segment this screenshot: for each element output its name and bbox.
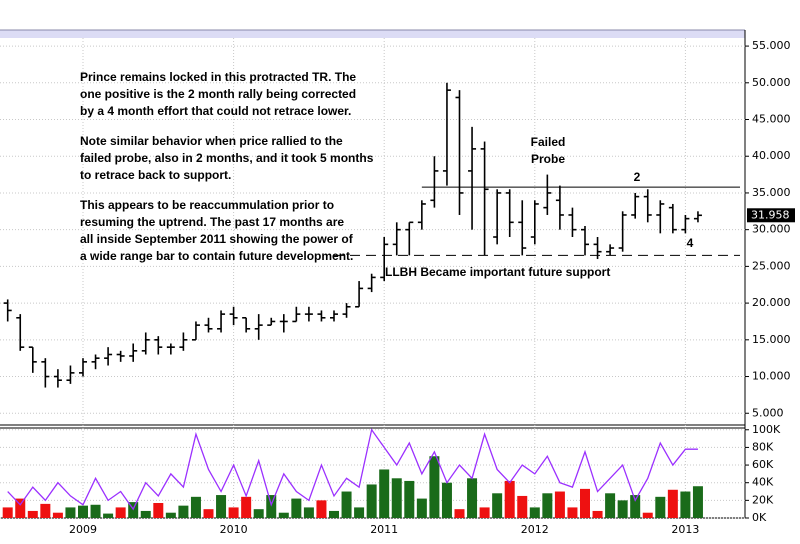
note-text: This appears to be reaccummulation prior…: [80, 198, 334, 212]
volume-bar: [479, 507, 490, 518]
volume-bar: [27, 510, 38, 518]
volume-bar: [228, 507, 239, 518]
y-tick-label: 80K: [752, 440, 774, 453]
volume-bar: [190, 496, 201, 518]
volume-bar: [580, 488, 590, 518]
y-tick-label: 45.000: [752, 113, 791, 126]
volume-bar: [153, 503, 164, 518]
volume-bar: [404, 480, 415, 518]
volume-bar: [291, 498, 302, 518]
volume-bar: [103, 513, 114, 518]
volume-bar: [52, 512, 63, 518]
y-tick-label: 35.000: [752, 186, 791, 199]
y-tick-label: 50.000: [752, 76, 791, 89]
volume-bar: [416, 498, 427, 518]
volume-bar: [90, 504, 101, 518]
y-tick-label: 100K: [752, 423, 781, 436]
volume-bar: [115, 507, 126, 518]
annotation: Probe: [531, 152, 565, 166]
volume-bar: [379, 469, 390, 518]
x-tick-label: 2009: [69, 523, 97, 536]
y-tick-label: 0K: [752, 511, 767, 524]
volume-bar: [454, 509, 465, 518]
volume-bar: [165, 512, 176, 518]
volume-bar: [316, 500, 327, 518]
volume-bar: [253, 509, 264, 518]
y-tick-label: 10.000: [752, 370, 791, 383]
volume-bar: [429, 456, 440, 518]
volume-bar: [617, 500, 628, 518]
y-tick-label: 25.000: [752, 259, 791, 272]
volume-bar: [140, 510, 151, 518]
note-text: Note similar behavior when price rallied…: [80, 134, 343, 148]
x-tick-label: 2010: [220, 523, 248, 536]
volume-bar: [241, 496, 252, 518]
x-tick-label: 2013: [671, 523, 699, 536]
note-text: by a 4 month effort that could not retra…: [80, 104, 351, 118]
last-price-box: [747, 208, 795, 223]
note-text: Prince remains locked in this protracted…: [80, 70, 356, 84]
volume-line: [7, 428, 698, 511]
y-tick-label: 40K: [752, 476, 774, 489]
volume-bar: [2, 507, 13, 518]
volume-bar: [366, 484, 377, 518]
volume-bar: [203, 509, 214, 518]
volume-bar: [391, 478, 402, 518]
volume-bar: [78, 505, 88, 518]
volume-bar: [504, 480, 515, 518]
volume-bar: [517, 495, 528, 518]
y-tick-label: 30.000: [752, 223, 791, 236]
volume-bar: [655, 496, 666, 518]
note-text: all inside September 2011 showing the po…: [80, 232, 354, 246]
volume-bar: [65, 507, 76, 518]
volume-bar: [529, 507, 540, 518]
volume-bar: [605, 493, 616, 518]
volume-bar: [266, 495, 277, 518]
volume-bar: [303, 507, 314, 518]
note-text: failed probe, also in 2 months, and it t…: [80, 151, 374, 165]
volume-bar: [592, 510, 603, 518]
y-tick-label: 20K: [752, 493, 774, 506]
y-tick-label: 55.000: [752, 39, 791, 52]
volume-bar: [667, 489, 678, 518]
annotation: Failed: [531, 135, 566, 149]
annotation: 4: [687, 236, 694, 250]
y-tick-label: 40.000: [752, 149, 791, 162]
note-text: resuming the uptrend. The past 17 months…: [80, 215, 344, 229]
volume-bar: [567, 507, 578, 518]
y-tick-label: 20.000: [752, 296, 791, 309]
volume-bar: [354, 507, 365, 518]
volume-bar: [15, 498, 26, 518]
note-text: to retrace back to support.: [80, 168, 231, 182]
volume-bar: [341, 491, 352, 518]
header-strip: [0, 30, 745, 38]
volume-bar: [630, 495, 641, 518]
annotation: LLBH Became important future support: [385, 265, 610, 279]
y-tick-label: 60K: [752, 458, 774, 471]
annotation: 2: [634, 170, 641, 184]
note-text: a wide range bar to contain future devel…: [80, 249, 353, 263]
volume-bar: [554, 491, 565, 518]
volume-bar: [40, 503, 51, 518]
last-price-label: 31.958: [751, 208, 790, 221]
volume-bar: [642, 512, 653, 518]
x-tick-label: 2011: [370, 523, 398, 536]
volume-bar: [216, 495, 227, 518]
volume-bar: [467, 478, 478, 518]
volume-bar: [441, 482, 452, 518]
volume-bar: [680, 491, 691, 518]
volume-bar: [278, 512, 289, 518]
volume-bar: [329, 510, 339, 518]
volume-bar: [542, 493, 553, 518]
volume-bar: [492, 493, 503, 518]
y-tick-label: 15.000: [752, 333, 791, 346]
x-tick-label: 2012: [521, 523, 549, 536]
volume-bar: [692, 486, 703, 518]
note-text: one positive is the 2 month rally being …: [80, 87, 356, 101]
volume-bar: [178, 505, 189, 518]
y-tick-label: 5.000: [752, 406, 784, 419]
